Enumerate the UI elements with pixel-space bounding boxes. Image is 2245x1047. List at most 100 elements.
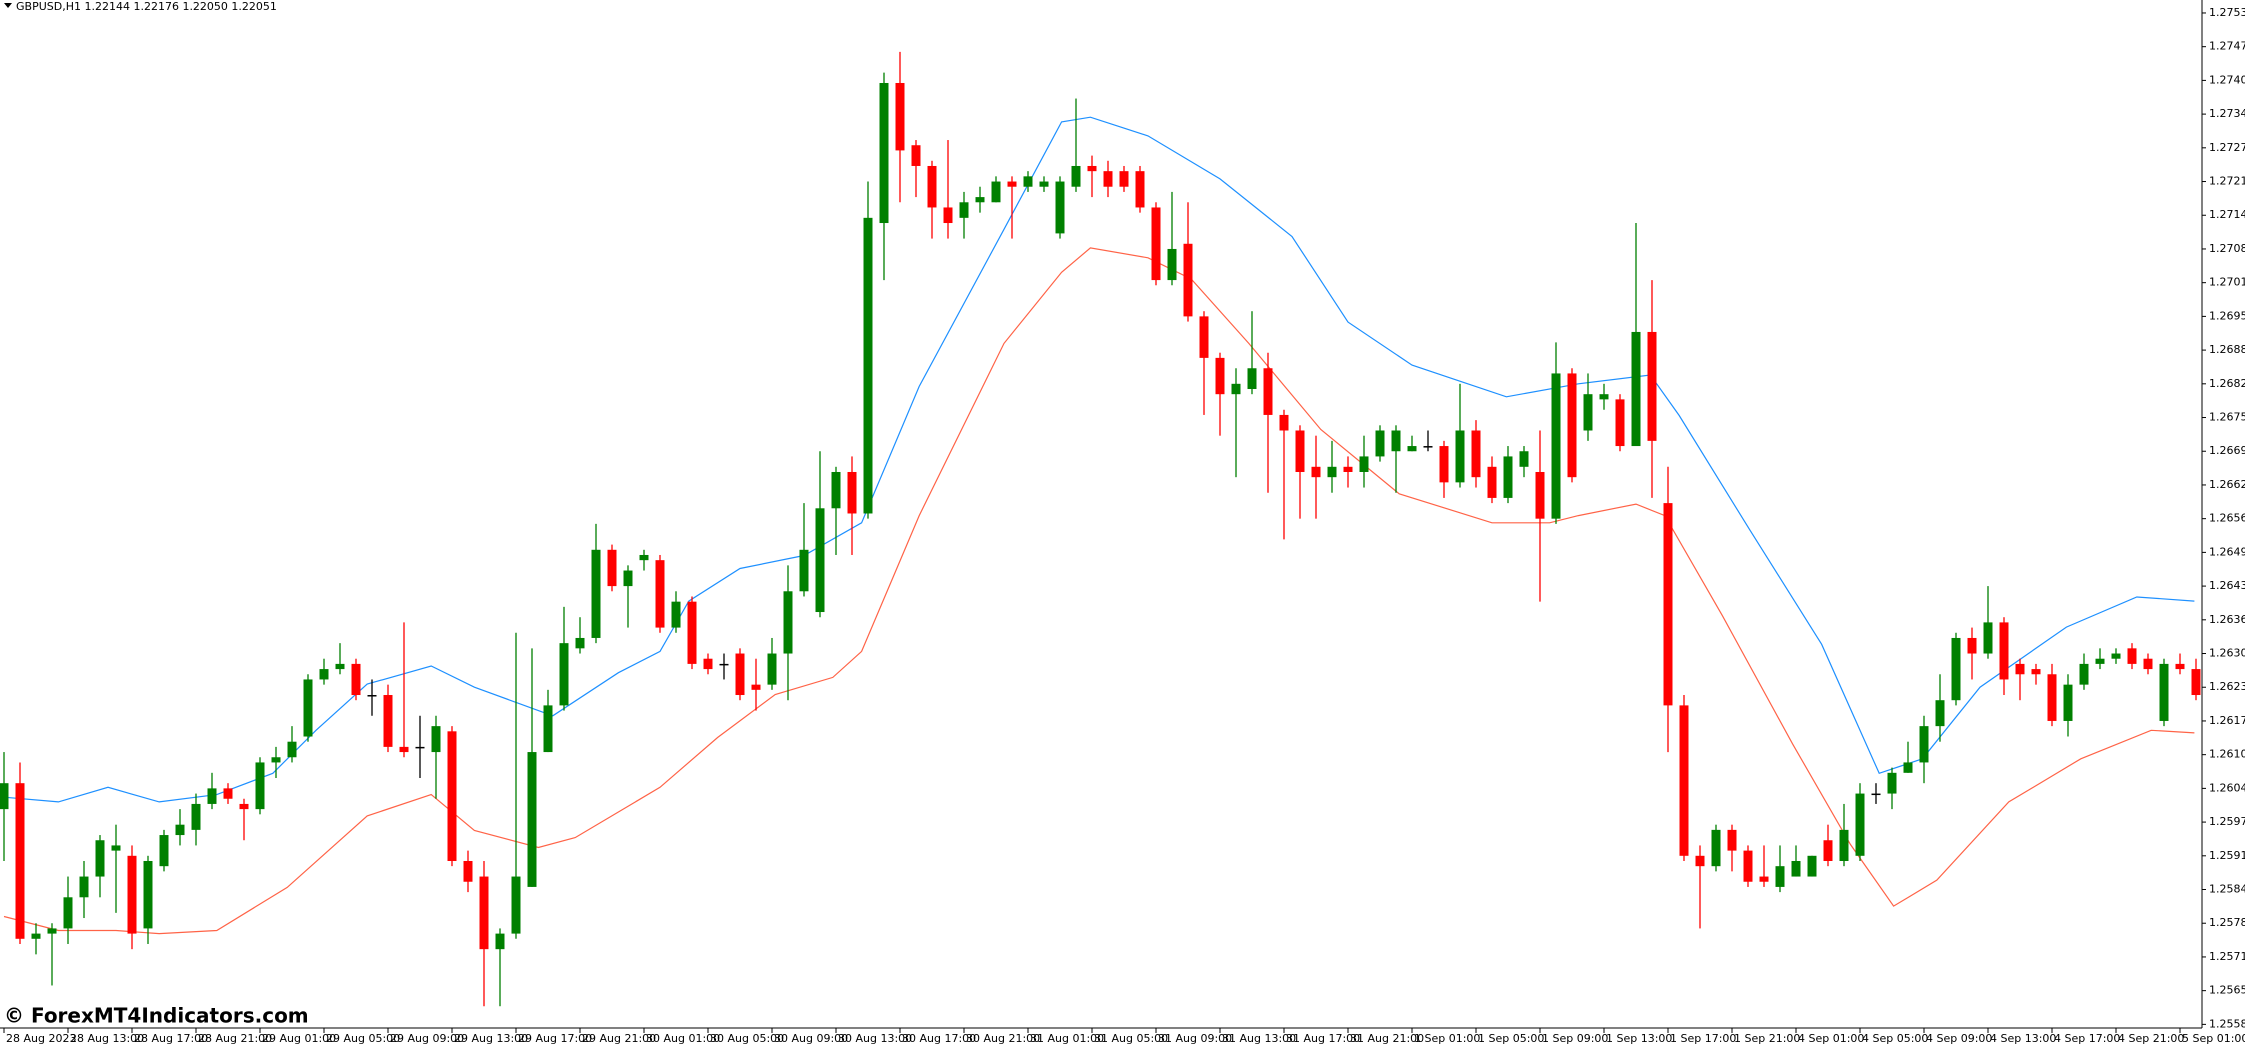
x-tick-label: 30 Aug 21:00 (966, 1032, 1040, 1045)
candle-body (591, 549, 601, 638)
candle-body (1871, 793, 1881, 796)
candle-body (2143, 658, 2153, 670)
x-tick-label: 31 Aug 01:00 (1030, 1032, 1104, 1045)
candle-body (47, 928, 57, 934)
candle-body (447, 731, 457, 861)
candle-body (1199, 316, 1209, 358)
candle-body (415, 746, 425, 749)
candle-body (1343, 466, 1353, 472)
candle-body (159, 835, 169, 867)
candle-body (1935, 700, 1945, 727)
candle-body (767, 653, 777, 685)
candle-body (671, 601, 681, 628)
y-tick-label: 1.26170 (2209, 714, 2245, 727)
candle-body (1727, 829, 1737, 851)
y-tick-label: 1.26690 (2209, 444, 2245, 457)
x-tick-label: 31 Aug 13:00 (1222, 1032, 1296, 1045)
x-tick-label: 28 Aug 13:00 (70, 1032, 144, 1045)
candle-body (1535, 471, 1545, 519)
y-tick-label: 1.26560 (2209, 512, 2245, 525)
y-tick-label: 1.26820 (2209, 377, 2245, 390)
candle-body (431, 726, 441, 753)
candle-body (1119, 171, 1129, 187)
x-tick-label: 4 Sep 13:00 (1990, 1032, 2056, 1045)
candle-body (1647, 331, 1657, 441)
x-tick-label: 29 Aug 21:00 (582, 1032, 656, 1045)
y-tick-label: 1.27275 (2209, 141, 2245, 154)
y-tick-label: 1.26040 (2209, 781, 2245, 794)
candle-body (527, 752, 537, 887)
candle-body (2015, 663, 2025, 675)
x-tick-label: 29 Aug 01:00 (262, 1032, 336, 1045)
candle-body (863, 217, 873, 514)
candle-body (1887, 772, 1897, 794)
band-line (3, 116, 2195, 803)
candle-body (1951, 637, 1961, 701)
y-tick-label: 1.26625 (2209, 478, 2245, 491)
candle-body (719, 663, 729, 666)
x-tick-label: 30 Aug 01:00 (646, 1032, 720, 1045)
candle-body (271, 757, 281, 763)
candle-body (959, 202, 969, 218)
candle-body (479, 876, 489, 950)
x-tick-label: 4 Sep 21:00 (2118, 1032, 2184, 1045)
candle-body (1311, 466, 1321, 478)
candle-body (575, 637, 585, 649)
candle-body (1663, 503, 1673, 706)
candle-body (927, 165, 937, 208)
x-tick-label: 4 Sep 01:00 (1798, 1032, 1864, 1045)
candle-body (2111, 653, 2121, 659)
candle-body (1471, 430, 1481, 478)
y-tick-label: 1.26885 (2209, 343, 2245, 356)
candle-body (559, 643, 569, 706)
candle-body (463, 860, 473, 882)
candle-body (175, 824, 185, 836)
candle-body (1103, 171, 1113, 187)
y-tick-label: 1.27470 (2209, 40, 2245, 53)
candle-body (2127, 648, 2137, 664)
candle-body (0, 783, 9, 810)
x-tick-label: 30 Aug 09:00 (774, 1032, 848, 1045)
y-tick-label: 1.25910 (2209, 849, 2245, 862)
x-tick-label: 5 Sep 01:00 (2182, 1032, 2245, 1045)
candle-body (1087, 165, 1097, 172)
collapse-arrow (4, 3, 12, 8)
y-tick-label: 1.27080 (2209, 242, 2245, 255)
candle-body (991, 181, 1001, 203)
candle-body (1919, 726, 1929, 763)
x-tick-label: 28 Aug 21:00 (198, 1032, 272, 1045)
y-tick-label: 1.26235 (2209, 680, 2245, 693)
candle-body (1839, 829, 1849, 861)
candle-body (1487, 466, 1497, 498)
candle-body (1247, 368, 1257, 390)
y-tick-label: 1.27405 (2209, 73, 2245, 86)
candle-body (31, 933, 41, 939)
candle-body (79, 876, 89, 898)
candle-body (383, 695, 393, 747)
candle-body (191, 803, 201, 830)
candle-body (1791, 860, 1801, 877)
candle-body (335, 663, 345, 670)
candle-body (2063, 684, 2073, 721)
candle-body (1375, 430, 1385, 457)
candle-body (1359, 456, 1369, 472)
candle-body (1039, 181, 1049, 187)
candle-body (1263, 368, 1273, 415)
x-tick-label: 1 Sep 17:00 (1670, 1032, 1736, 1045)
candle-body (319, 669, 329, 680)
candle-body (943, 207, 953, 224)
candle-body (1967, 637, 1977, 654)
candle-body (847, 471, 857, 514)
candle-body (1279, 414, 1289, 431)
y-tick-label: 1.26300 (2209, 647, 2245, 660)
candle-body (1631, 331, 1641, 447)
candle-body (1743, 850, 1753, 882)
y-tick-label: 1.26365 (2209, 613, 2245, 626)
x-tick-label: 4 Sep 09:00 (1926, 1032, 1992, 1045)
x-tick-label: 1 Sep 01:00 (1414, 1032, 1480, 1045)
candle-body (367, 695, 377, 697)
candle-body (783, 591, 793, 654)
candle-body (879, 82, 889, 224)
band-line (3, 247, 2195, 935)
